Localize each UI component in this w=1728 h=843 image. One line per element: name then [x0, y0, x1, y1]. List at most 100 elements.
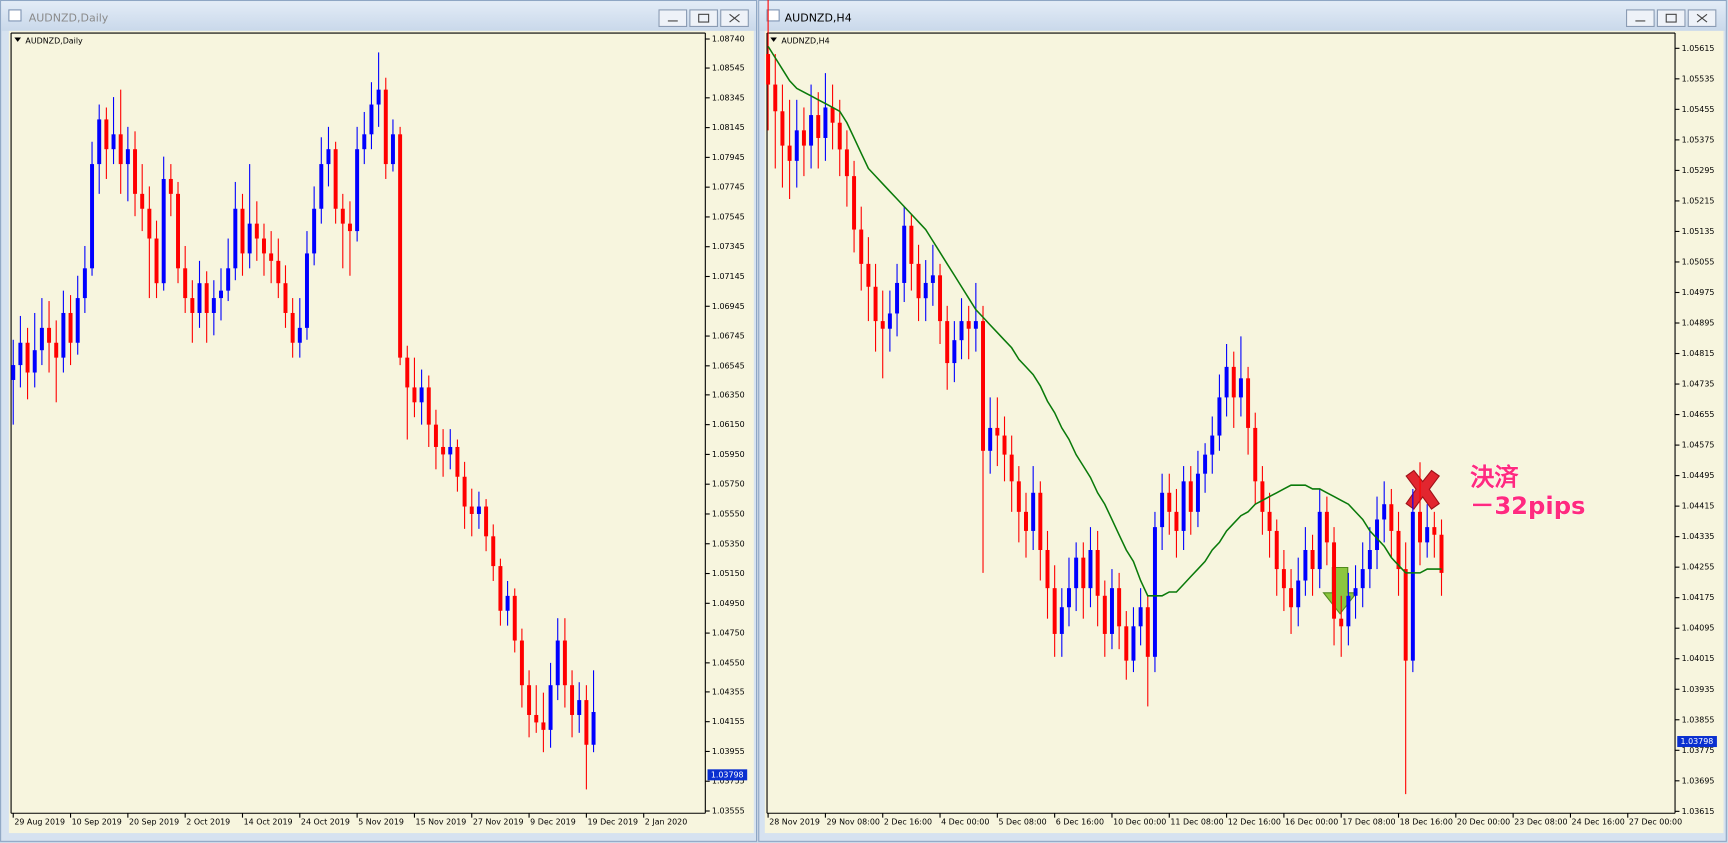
candle-body [90, 164, 95, 269]
annotation: 決済 [1470, 462, 1519, 491]
close-icon [1405, 469, 1441, 510]
y-tick-label: 1.05295 [1682, 166, 1715, 175]
plots: AUDNZD,Daily 1.08740 1.08545 1.08345 1.08145… [10, 0, 1717, 827]
candle-body [1324, 511, 1329, 543]
candle-body [780, 111, 785, 146]
candle-body [362, 134, 367, 150]
candle-body [766, 54, 771, 85]
window-title: AUDNZD,H4 [785, 12, 852, 25]
window-buttons [1626, 9, 1717, 27]
candle-body [219, 290, 223, 299]
candle-body [816, 115, 821, 138]
candle-body [1203, 454, 1208, 474]
candle-body [591, 712, 596, 745]
candle-body [39, 327, 44, 351]
candle-body [32, 350, 37, 373]
candle-body [168, 178, 173, 194]
window-buttons [658, 9, 749, 27]
candle-body [1088, 550, 1093, 589]
x-tick-label: 27 Dec 00:00 [1629, 818, 1682, 827]
candle-body [995, 427, 1000, 436]
x-tick-label: 14 Oct 2019 [244, 818, 293, 827]
y-tick-label: 1.08345 [712, 93, 745, 102]
candle-body [1238, 378, 1243, 398]
candle-body [1117, 588, 1122, 627]
candle-body [1066, 588, 1071, 608]
y-tick-label: 1.05550 [712, 509, 745, 518]
candle-body [1410, 511, 1415, 661]
candle-body [1339, 618, 1344, 627]
candle-body [47, 327, 52, 343]
candle-body [1160, 492, 1165, 528]
y-tick-label: 1.07545 [712, 212, 745, 221]
last-price-box [707, 769, 748, 781]
y-tick-label: 1.04355 [712, 687, 745, 696]
candle-body [1332, 542, 1337, 619]
candle-body [333, 149, 338, 209]
y-tick-label: 1.08740 [712, 35, 745, 44]
candle-body [512, 595, 517, 641]
candle-body [1031, 492, 1036, 531]
candle-body [1310, 550, 1315, 570]
y-tick-label: 1.04575 [1682, 441, 1715, 450]
candle-body [952, 340, 957, 364]
title-bar[interactable] [759, 1, 1726, 31]
y-tick-label: 1.05375 [1682, 135, 1715, 144]
y-tick-label: 1.03955 [712, 747, 745, 756]
candle-body [1074, 557, 1079, 589]
y-tick-label: 1.07745 [712, 183, 745, 192]
candle-body [61, 312, 66, 358]
candle-body [154, 238, 159, 284]
x-tick-label: 9 Dec 2019 [530, 818, 576, 827]
candle-body [930, 275, 935, 283]
minimize-button[interactable] [1626, 9, 1655, 27]
candle-body [211, 298, 216, 313]
y-tick-label: 1.06745 [712, 332, 745, 341]
y-tick-label: 1.04735 [1682, 380, 1715, 389]
title-bar[interactable] [1, 1, 757, 31]
y-tick-label: 1.03555 [712, 807, 745, 816]
candle-body [462, 476, 467, 507]
candle-body [1181, 481, 1186, 531]
candle-body [1375, 519, 1380, 551]
candle-body [1167, 492, 1172, 512]
annotation: －32pips [1470, 491, 1585, 520]
candle-body [1038, 492, 1043, 551]
candle-body [801, 130, 806, 146]
candle-body [923, 282, 928, 299]
candle-body [1360, 569, 1365, 589]
y-tick-label: 1.03615 [1682, 807, 1715, 816]
chart-menu-triangle [770, 37, 777, 42]
candle-body [1367, 550, 1372, 570]
y-tick-label: 1.08545 [712, 64, 745, 73]
candle-body [844, 149, 849, 177]
candle-body [140, 193, 145, 209]
candle-body [176, 193, 180, 269]
candle-body [973, 321, 978, 329]
window-icon [8, 9, 22, 22]
candle-body [1382, 504, 1387, 520]
x-tick-label: 24 Oct 2019 [301, 818, 350, 827]
x-tick-label: 19 Dec 2019 [587, 818, 638, 827]
candle-body [823, 107, 828, 138]
candle-body [880, 321, 885, 329]
window-title: AUDNZD,Daily [29, 12, 109, 25]
y-tick-label: 1.05950 [712, 450, 745, 459]
y-tick-label: 1.04095 [1682, 624, 1715, 633]
candle-body [147, 208, 152, 239]
restore-button[interactable] [689, 9, 718, 27]
candle-body [577, 700, 582, 715]
candle-body [773, 84, 778, 112]
moving-average [767, 45, 1442, 597]
minimize-button[interactable] [658, 9, 688, 27]
candle-body [1418, 511, 1422, 543]
y-tick-label: 1.06150 [712, 420, 745, 429]
candle-body [1274, 530, 1279, 570]
restore-button[interactable] [1656, 9, 1686, 27]
candle-body [376, 89, 381, 105]
candle-body [859, 229, 864, 264]
candle-body [369, 104, 374, 135]
candle-body [938, 275, 943, 322]
candle-body [1396, 530, 1401, 570]
